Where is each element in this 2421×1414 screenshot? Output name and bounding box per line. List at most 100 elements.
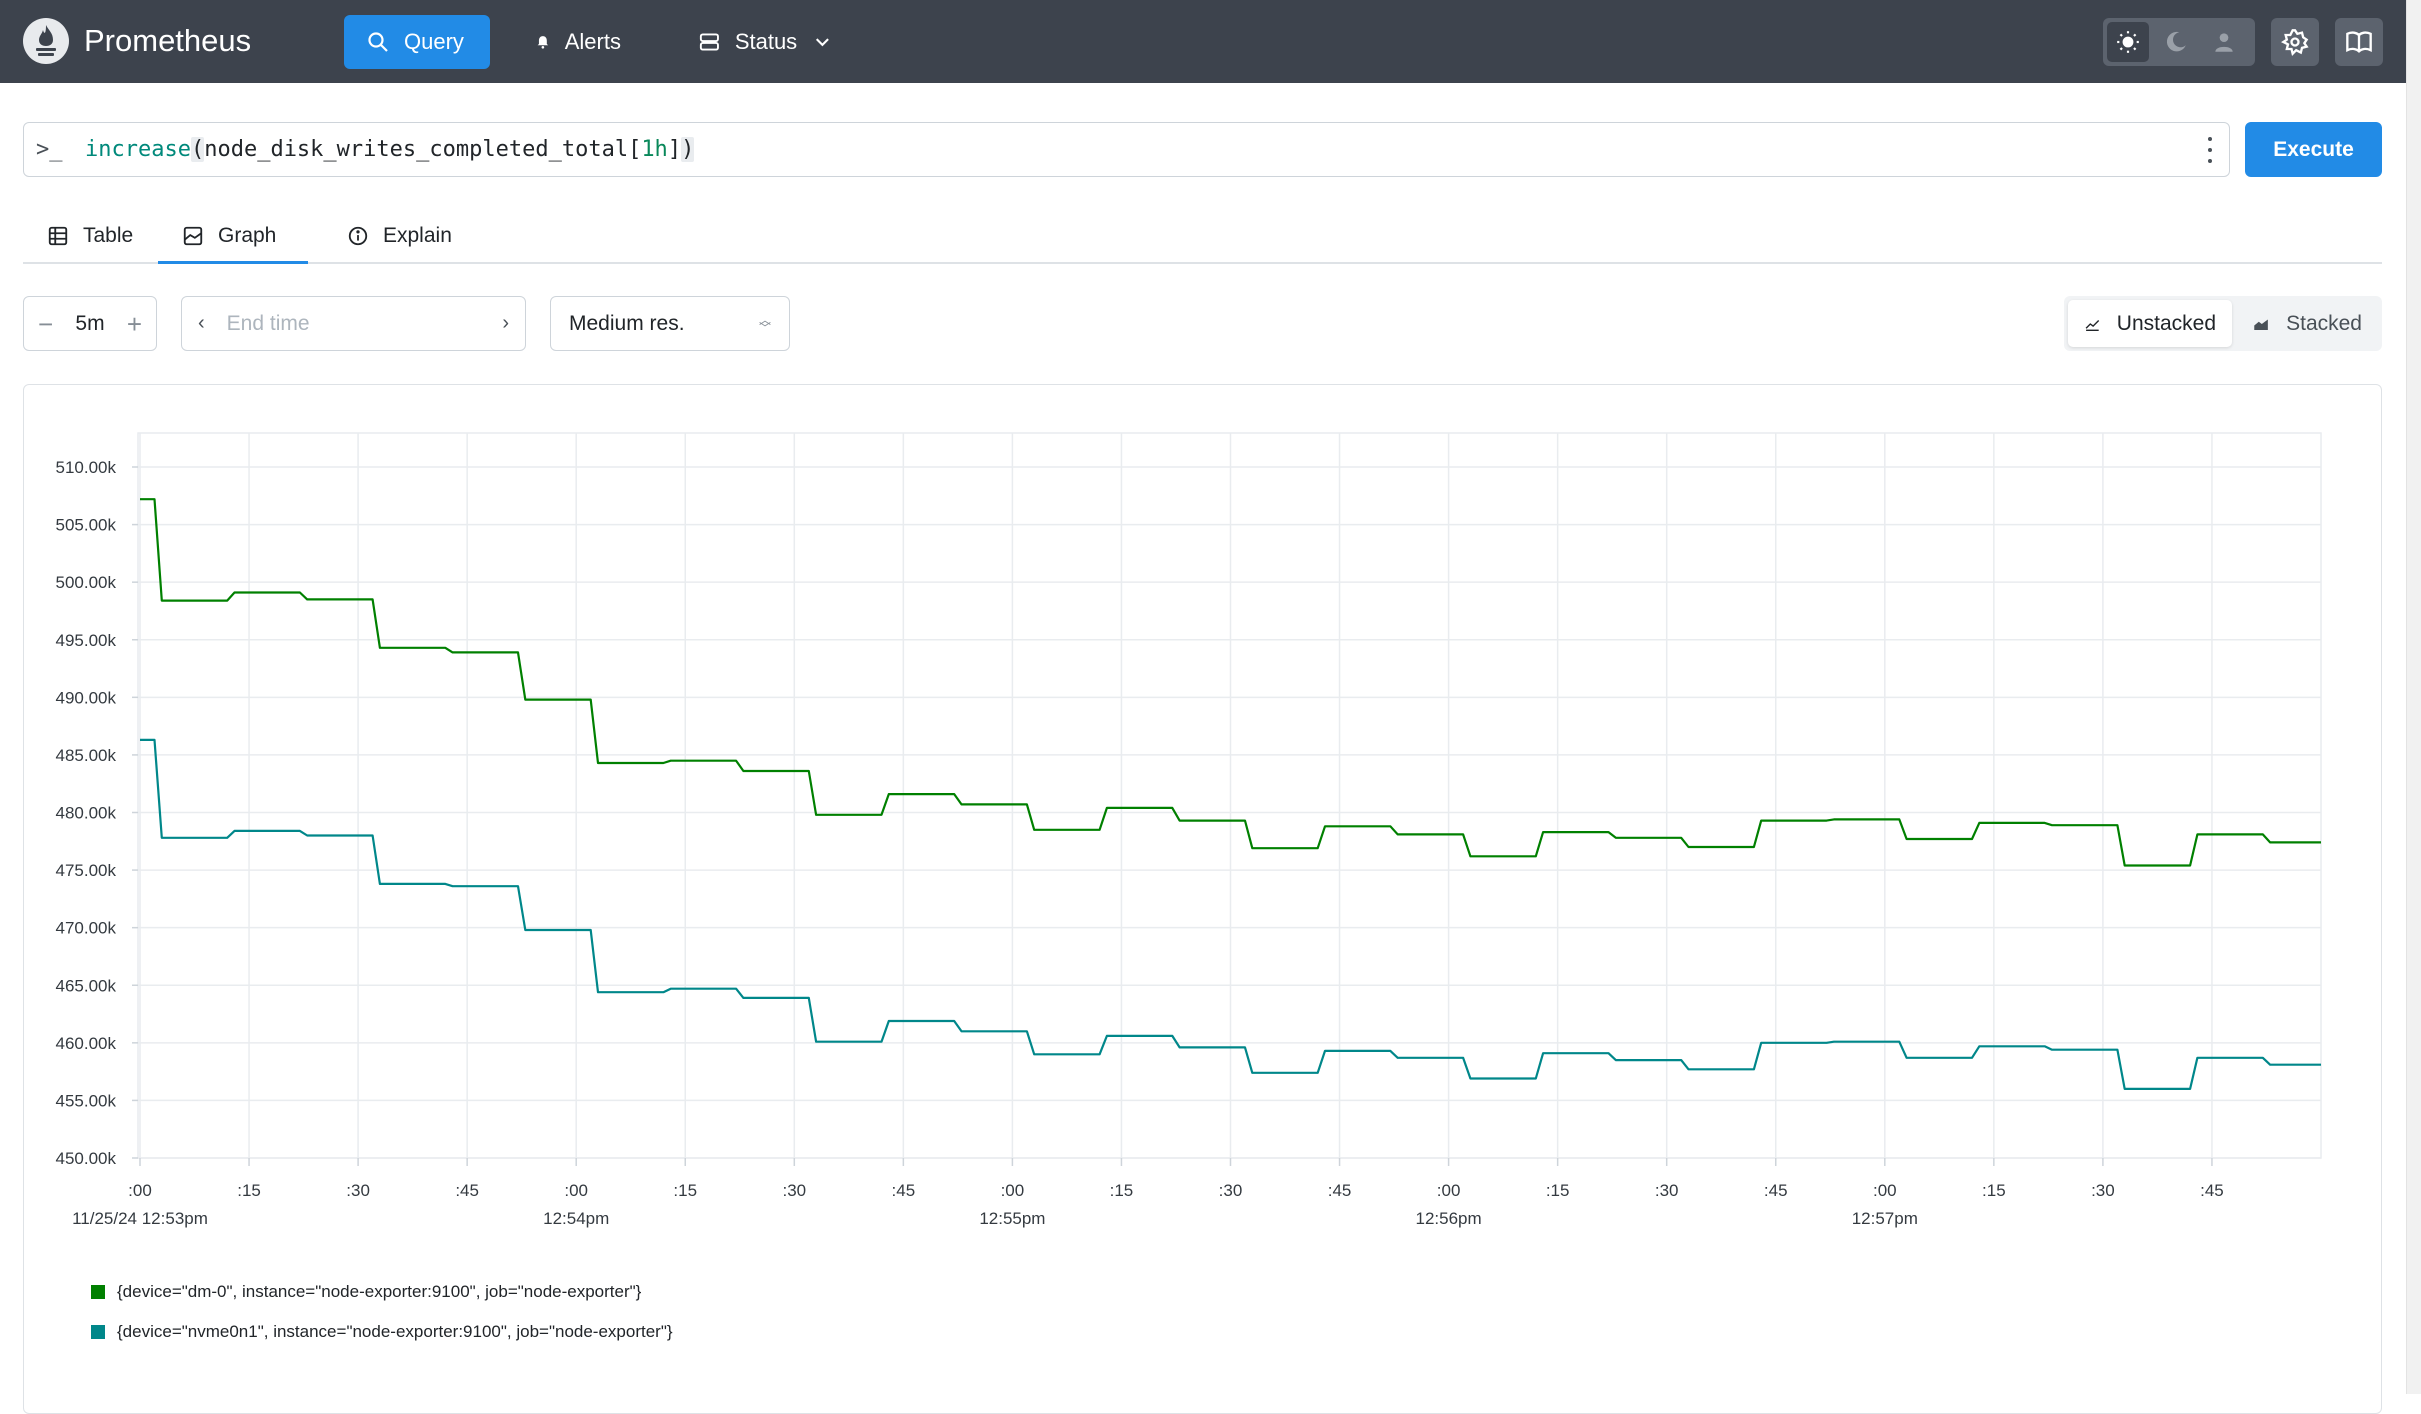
search-icon (368, 32, 388, 52)
app-title[interactable]: Prometheus (84, 23, 252, 58)
legend-label-dm0: {device="dm-0", instance="node-exporter:… (117, 1282, 642, 1301)
increase-range-icon[interactable]: + (126, 308, 142, 339)
y-tick-label: 450.00k (56, 1149, 117, 1168)
nav-alerts-label: Alerts (564, 29, 621, 54)
y-tick-label: 470.00k (56, 919, 117, 938)
stacked-button[interactable]: Stacked (2236, 300, 2378, 347)
y-tick-label: 480.00k (56, 804, 117, 823)
x-tick-date-label: 12:54pm (543, 1209, 609, 1228)
tab-graph-label: Graph (218, 223, 277, 247)
x-tick-label: :15 (1110, 1181, 1134, 1200)
tab-graph[interactable]: Graph (158, 210, 308, 264)
series-line-dm0 (140, 498, 2321, 867)
x-tick-label: :45 (455, 1181, 479, 1200)
result-tabs: Table Graph Explain (23, 210, 2382, 264)
decrease-range-icon[interactable]: − (38, 308, 54, 339)
chevron-down-icon (816, 38, 830, 47)
expression-text[interactable]: increase(node_disk_writes_completed_tota… (85, 135, 695, 165)
query-metric: node_disk_writes_completed_total (204, 137, 629, 162)
legend-label-nvme0n1: {device="nvme0n1", instance="node-export… (117, 1322, 673, 1341)
end-time-input[interactable]: End time (226, 311, 310, 335)
documentation-button[interactable] (2335, 18, 2383, 66)
x-tick-label: :30 (1655, 1181, 1679, 1200)
tab-table[interactable]: Table (23, 210, 157, 262)
chevron-left-icon[interactable]: ‹ (198, 312, 205, 334)
x-tick-date-label: 11/25/24 12:53pm (72, 1209, 208, 1228)
moon-icon (2166, 31, 2186, 52)
system-theme-button[interactable] (2203, 22, 2245, 62)
terminal-prompt-icon: >_ (36, 137, 63, 162)
settings-button[interactable] (2271, 18, 2319, 66)
time-series-chart[interactable]: 510.00k 505.00k 500.00k 495.00k 490.00k 485.0… (0, 0, 2406, 1394)
nav-alerts-button[interactable]: Alerts (513, 15, 643, 69)
legend-item-nvme0n1[interactable]: {device="nvme0n1", instance="node-export… (91, 1312, 673, 1352)
page-scrollbar[interactable] (2406, 0, 2421, 1394)
legend-swatch-nvme0n1 (91, 1325, 105, 1339)
legend-item-dm0[interactable]: {device="dm-0", instance="node-exporter:… (91, 1272, 673, 1312)
nav-query-button[interactable]: Query (344, 15, 490, 69)
chevron-right-icon[interactable]: › (502, 312, 509, 334)
y-tick-label: 495.00k (56, 631, 117, 650)
x-tick-label: :30 (346, 1181, 370, 1200)
gear-icon (2281, 29, 2309, 56)
query-open-paren: ( (190, 137, 205, 162)
x-tick-label: :00 (1437, 1181, 1461, 1200)
x-tick-label: :45 (892, 1181, 916, 1200)
tab-table-label: Table (83, 224, 134, 247)
y-tick-label: 490.00k (56, 688, 117, 707)
book-icon (2346, 31, 2372, 53)
query-function: increase (85, 137, 191, 162)
y-tick-label: 500.00k (56, 573, 117, 592)
x-tick-label: :15 (237, 1181, 261, 1200)
nav-query-label: Query (404, 29, 464, 54)
light-theme-button[interactable] (2107, 22, 2149, 62)
y-tick-label: 475.00k (56, 861, 117, 880)
x-tick-label: :15 (673, 1181, 697, 1200)
nav-status-dropdown[interactable]: Status (676, 15, 856, 69)
stack-mode-toggle: Unstacked Stacked (2064, 296, 2382, 351)
area-chart-icon (2254, 318, 2268, 330)
bell-icon (537, 36, 549, 49)
y-tick-label: 460.00k (56, 1034, 117, 1053)
stacked-label: Stacked (2286, 311, 2362, 335)
y-tick-label: 485.00k (56, 746, 117, 765)
resolution-select[interactable]: Medium res. ︿ ﹀ (550, 296, 790, 351)
tab-explain[interactable]: Explain (323, 210, 476, 262)
x-tick-label: :15 (1982, 1181, 2006, 1200)
table-icon (48, 226, 68, 246)
x-tick-label: :30 (782, 1181, 806, 1200)
prometheus-logo-icon[interactable] (22, 17, 70, 65)
range-input: − 5m + (23, 296, 157, 351)
expression-input[interactable]: >_ increase(node_disk_writes_completed_t… (23, 122, 2230, 177)
x-tick-date-label: 12:56pm (1416, 1209, 1482, 1228)
unstacked-button[interactable]: Unstacked (2068, 300, 2232, 347)
select-arrows-icon: ︿ ﹀ (758, 312, 771, 335)
x-tick-label: :00 (1873, 1181, 1897, 1200)
theme-switcher (2103, 18, 2255, 66)
y-tick-label: 510.00k (56, 458, 117, 477)
y-tick-label: 455.00k (56, 1091, 117, 1110)
x-tick-label: :45 (2200, 1181, 2224, 1200)
y-tick-label: 505.00k (56, 516, 117, 535)
x-tick-date-label: 12:55pm (979, 1209, 1045, 1228)
x-tick-label: :00 (564, 1181, 588, 1200)
series-line-nvme0n1 (140, 738, 2321, 1090)
x-tick-label: :00 (1001, 1181, 1025, 1200)
resolution-value: Medium res. (569, 311, 685, 335)
expression-menu-icon[interactable] (2205, 137, 2215, 163)
line-chart-icon (2085, 319, 2100, 331)
y-tick-label: 465.00k (56, 976, 117, 995)
unstacked-label: Unstacked (2116, 311, 2216, 335)
query-range-open: [ (628, 137, 642, 162)
x-tick-date-label: 12:57pm (1852, 1209, 1918, 1228)
user-icon (2215, 33, 2233, 52)
execute-button[interactable]: Execute (2245, 122, 2382, 177)
x-tick-label: :30 (2091, 1181, 2115, 1200)
tab-explain-label: Explain (383, 224, 452, 247)
query-close-paren: ) (681, 137, 695, 162)
graph-icon (183, 226, 203, 245)
x-tick-label: :15 (1546, 1181, 1570, 1200)
chart-legend: {device="dm-0", instance="node-exporter:… (91, 1272, 673, 1352)
dark-theme-button[interactable] (2155, 22, 2197, 62)
range-value[interactable]: 5m (75, 311, 105, 335)
